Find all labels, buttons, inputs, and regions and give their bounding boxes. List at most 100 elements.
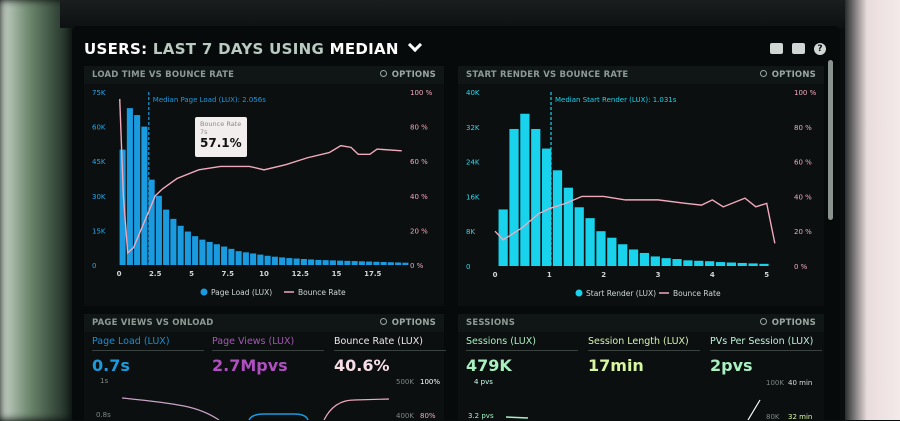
bar (177, 225, 184, 265)
share-icon[interactable] (792, 43, 805, 54)
background-wall (845, 0, 900, 420)
page-views-chart (121, 397, 390, 420)
y-tick-label: 15K (92, 227, 106, 235)
y2-tick-label: 60 % (410, 158, 428, 166)
x-tick-label: 15 (332, 270, 342, 278)
bar (585, 218, 595, 266)
bar (563, 187, 573, 266)
bar (279, 257, 286, 265)
panel-title: SESSIONS (466, 318, 516, 328)
options-button[interactable]: OPTIONS (760, 318, 816, 328)
legend-label: Bounce Rate (298, 288, 346, 297)
bar (509, 128, 519, 266)
bar (242, 252, 249, 265)
bar (661, 258, 671, 266)
x-tick-label: 1 (547, 271, 552, 279)
bar (737, 262, 747, 266)
y-tick-label: 24K (466, 159, 480, 167)
bar (163, 209, 170, 265)
bar (322, 260, 329, 265)
bar (199, 239, 206, 265)
bar (155, 195, 162, 265)
metric-value: 40.6% (334, 356, 390, 375)
metric-label: Page Views (LUX) (212, 336, 324, 351)
metric-value: 2pvs (710, 356, 753, 375)
bar (748, 263, 758, 266)
bar (542, 148, 552, 266)
bar (271, 256, 278, 265)
options-button[interactable]: OPTIONS (380, 318, 436, 328)
x-tick-label: 0 (493, 271, 498, 279)
bar (126, 108, 133, 265)
panel-title: START RENDER VS BOUNCE RATE (466, 70, 629, 80)
sessions-panel: SESSIONS OPTIONS Sessions (LUX) 479K Sessi… (458, 314, 824, 421)
bounce-rate-line (119, 98, 402, 255)
x-tick-label: 5 (764, 271, 769, 279)
y-tick-label: 8K (466, 228, 475, 236)
metric-label: PVs Per Session (LUX) (710, 336, 822, 351)
y2-tick-label: 20 % (794, 228, 812, 236)
bar (498, 209, 508, 266)
median-annotation: Median Start Render (LUX): 1.031s (555, 96, 677, 104)
metric-value: 2.7Mpvs (212, 356, 288, 375)
background-plant (0, 0, 70, 420)
legend-marker (200, 288, 208, 296)
help-icon[interactable]: ? (814, 43, 826, 55)
bar (228, 248, 235, 265)
metric-label: Session Length (LUX) (588, 336, 700, 351)
x-tick-label: 7.5 (222, 270, 235, 278)
bar (726, 262, 736, 266)
x-tick-label: 5 (189, 270, 194, 278)
bar (351, 261, 358, 265)
tooltip: Bounce Rate 7s 57.1% (195, 117, 247, 157)
x-tick-label: 3 (656, 271, 661, 279)
laptop-bezel (60, 0, 850, 28)
panel-title: PAGE VIEWS VS ONLOAD (92, 318, 214, 328)
bar (520, 113, 530, 266)
monitor-icon[interactable] (770, 43, 783, 54)
bar (192, 236, 199, 265)
bar (329, 260, 336, 265)
bar (380, 262, 387, 265)
y2-tick-label: 100 % (410, 89, 433, 97)
y-tick-label: 0 (92, 262, 96, 270)
sessions-chart (505, 399, 761, 420)
y2-tick-label: 40 % (410, 193, 428, 201)
bar (395, 262, 402, 265)
y-tick-label: 45K (92, 158, 106, 166)
scrollbar[interactable] (828, 60, 833, 220)
options-button[interactable]: OPTIONS (760, 70, 816, 80)
bar (221, 246, 228, 265)
bar (257, 254, 264, 265)
bar (134, 115, 141, 265)
bar (213, 244, 220, 265)
y-tick-label: 30K (92, 193, 106, 201)
bar (639, 252, 650, 266)
bar (628, 249, 639, 266)
options-button[interactable]: OPTIONS (380, 70, 436, 80)
bar (705, 261, 715, 266)
y2-tick-label: 80 % (794, 124, 812, 132)
legend-label: Start Render (LUX) (586, 289, 656, 298)
bar (694, 260, 704, 266)
legend-marker (575, 289, 583, 297)
y2-tick-label: 40 % (794, 193, 812, 201)
bar (141, 126, 148, 265)
x-tick-label: 10 (259, 270, 269, 278)
bar (672, 259, 682, 266)
panel-title: LOAD TIME VS BOUNCE RATE (92, 70, 235, 80)
bar (344, 260, 351, 265)
bar (184, 231, 191, 265)
page-title[interactable]: USERS: LAST 7 DAYS USING MEDIAN (84, 37, 423, 58)
x-tick-label: 0 (117, 270, 122, 278)
y-tick-label: 0 (466, 263, 470, 271)
metric-value: 17min (588, 356, 644, 375)
bar (683, 260, 693, 266)
bar (170, 218, 177, 265)
bar (402, 262, 409, 265)
bar (148, 179, 155, 265)
x-tick-label: 4 (710, 271, 715, 279)
y2-tick-label: 80 % (410, 124, 428, 132)
bar (206, 241, 213, 265)
